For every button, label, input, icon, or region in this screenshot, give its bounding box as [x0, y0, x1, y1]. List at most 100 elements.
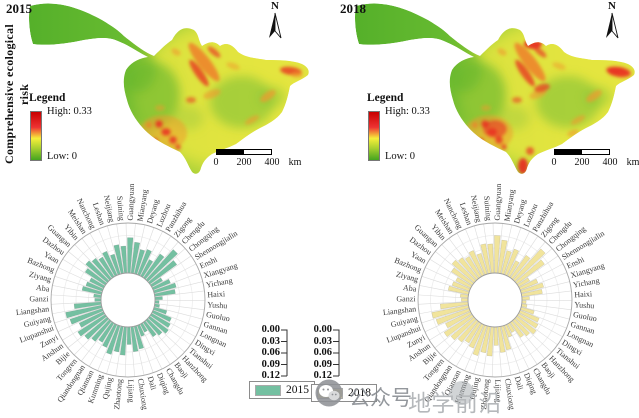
grid-spoke: [145, 241, 179, 280]
region-label-Dali: Dali: [146, 375, 159, 391]
scalebar-graphic: [554, 149, 610, 155]
grid-spoke: [88, 323, 115, 367]
grid-spoke: [425, 267, 471, 289]
grid-spoke: [500, 224, 513, 274]
grid-circle: [63, 235, 193, 365]
grid-spoke: [81, 238, 113, 279]
grid-spoke: [506, 324, 530, 370]
grid-spoke: [482, 326, 492, 377]
grid-spoke: [68, 251, 108, 284]
axis-bracket: [333, 329, 340, 377]
grid-spoke: [51, 294, 102, 299]
risk-hotspot: [260, 89, 276, 103]
region-label-Yushu: Yushu: [207, 300, 228, 310]
grid-spoke: [521, 303, 572, 311]
risk-hotspot: [481, 105, 491, 111]
risk-hotspot: [526, 147, 534, 155]
axis-tick: 0.03: [261, 335, 280, 347]
risk-hotspot: [226, 62, 240, 70]
grid-spoke: [419, 285, 469, 296]
radial-axis-scale-2015: 0.00 0.03 0.06 0.09 0.12: [252, 324, 290, 382]
region-label-Lijiang: Lijiang: [126, 379, 136, 402]
axis-tick: 0.12: [261, 370, 280, 381]
polar-bar-Yushu: [521, 300, 527, 304]
risk-hotspot: [533, 46, 547, 58]
axis-tick: 0.00: [261, 324, 280, 335]
grid-spoke: [473, 325, 488, 375]
grid-spoke: [130, 326, 136, 377]
risk-hotspot: [607, 66, 631, 78]
grid-spoke: [147, 318, 185, 353]
map-scalebar: 0 200 400 km: [552, 147, 639, 171]
map-year-title-2015: 2015: [6, 1, 32, 16]
grid-spoke: [483, 223, 492, 274]
grid-spoke: [139, 324, 163, 370]
grid-spoke: [52, 304, 102, 315]
axis-tick: 0.09: [313, 358, 332, 370]
scalebar-0: 0: [551, 157, 557, 168]
grid-spoke: [434, 316, 475, 349]
scalebar-0: 0: [213, 157, 219, 168]
risk-hotspot: [512, 97, 522, 103]
grid-spoke: [418, 301, 469, 305]
polar-bar-chart-2015: Suining Guangyuan MianyangDeyangLuzhouPanz…: [15, 184, 239, 411]
grid-spoke: [133, 224, 146, 274]
grid-spoke: [512, 320, 546, 359]
grid-spoke: [74, 244, 110, 281]
grid-spoke: [440, 319, 477, 356]
region-label-Suining: Suining: [482, 196, 493, 222]
grid-spoke: [514, 318, 552, 353]
north-arrow-glyph: [606, 12, 619, 39]
region-label-Dali: Dali: [513, 375, 526, 391]
grid-spoke: [154, 306, 203, 320]
risk-hotspot: [552, 62, 566, 70]
grid-spoke: [62, 258, 106, 286]
risk-hotspot: [495, 136, 503, 144]
grid-spoke: [518, 312, 563, 338]
grid-spoke: [500, 326, 512, 376]
north-arrow-icon: N: [603, 1, 621, 40]
grid-spoke: [516, 255, 559, 285]
north-arrow-icon: N: [266, 1, 284, 40]
outer-ring: [417, 222, 573, 378]
grid-spoke: [448, 321, 479, 362]
risk-hotspot: [472, 122, 478, 128]
polar-bar-Ganzi: [94, 298, 102, 302]
grid-spoke: [514, 248, 553, 283]
risk-hotspot: [146, 122, 152, 128]
map-legend-title: Legend: [367, 92, 404, 104]
region-label-Ganzi: Ganzi: [396, 294, 416, 303]
risk-hotspot: [152, 138, 158, 144]
region-label-Zhaotong: Zhaotong: [479, 379, 491, 410]
grid-spoke: [520, 272, 568, 291]
legend-swatch-2015: [255, 384, 281, 396]
region-label-Guoluo: Guoluo: [572, 310, 597, 323]
risk-hotspot: [497, 48, 507, 56]
grid-spoke: [518, 263, 564, 288]
grid-spoke: [67, 316, 108, 349]
grid-spoke: [429, 258, 473, 286]
grid-spoke: [429, 313, 473, 341]
grid-spoke: [516, 315, 558, 346]
map-scalebar: 0 200 400 km: [214, 147, 304, 171]
legend-label-2018: 2018: [348, 387, 371, 399]
axis-tick: 0.03: [313, 335, 332, 347]
polar-bar-Yushu: [154, 300, 160, 304]
region-label-Aba: Aba: [35, 283, 50, 294]
grid-spoke: [115, 326, 125, 377]
risk-hotspot: [155, 105, 165, 111]
grid-spoke: [455, 323, 482, 367]
risk-map-2015: [29, 3, 309, 174]
region-label-Guangyuan: Guangyuan: [126, 184, 136, 221]
grid-spoke: [492, 223, 495, 274]
grid-spoke: [81, 321, 112, 362]
scalebar-graphic: [216, 149, 272, 155]
grid-spoke: [491, 326, 495, 377]
risk-hotspot: [207, 46, 221, 58]
map-legend-high-label: High: 0.33: [47, 106, 92, 117]
risk-hotspot: [478, 138, 484, 144]
grid-spoke: [497, 326, 503, 377]
grid-spoke: [421, 275, 470, 292]
grid-spoke: [136, 227, 155, 275]
risk-hotspot: [291, 72, 303, 78]
